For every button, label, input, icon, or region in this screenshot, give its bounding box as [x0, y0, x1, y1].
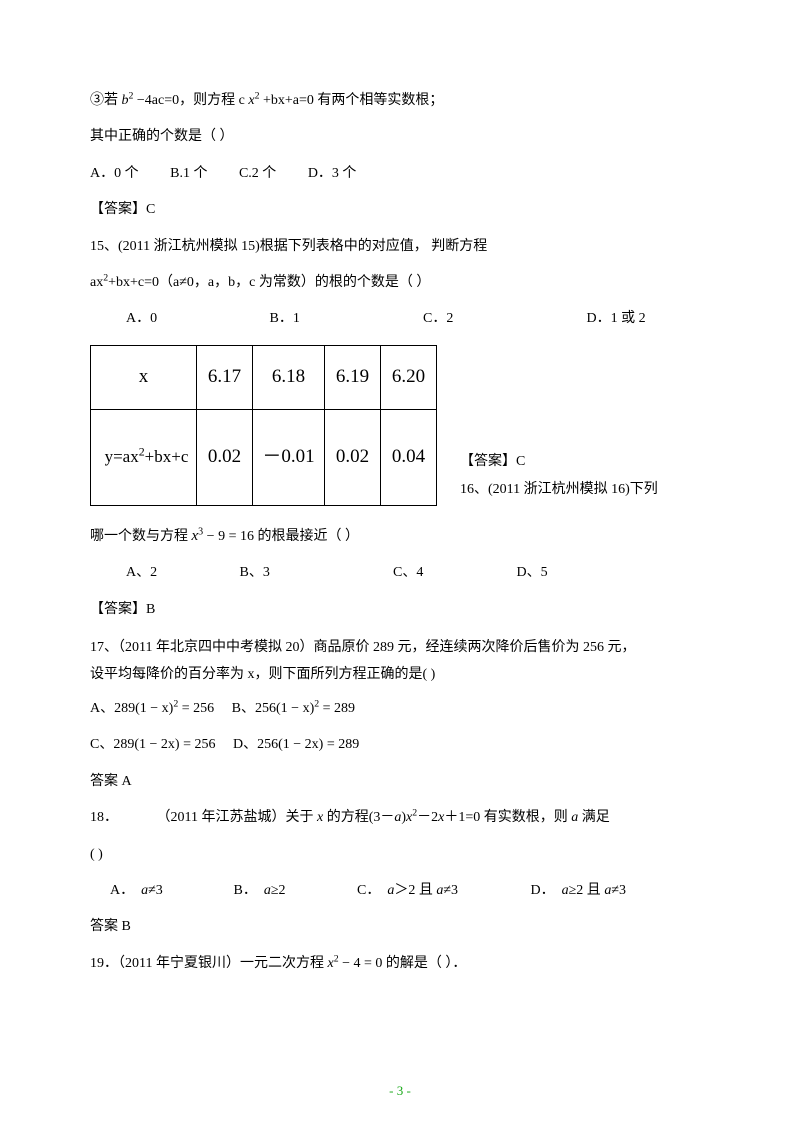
q18-opt-b: B． a≥2	[234, 880, 354, 902]
q15-opt-c: C．2	[423, 308, 583, 330]
q17-opts-row2: C、289(1 − 2x) = 256 D、256(1 − 2x) = 289	[90, 734, 710, 756]
table-h4: 6.20	[381, 345, 437, 409]
q18-opt-d: D． a≥2 且 a≠3	[531, 880, 627, 902]
q18-options: A． a≠3 B． a≥2 C． a＞2 且 a≠3 D． a≥2 且 a≠3	[90, 880, 710, 902]
table-r4: 0.04	[381, 409, 437, 505]
table-h1: 6.17	[197, 345, 253, 409]
q17-opt-a: A、289(1 − x)2 = 256	[90, 701, 214, 716]
q16-answer: 【答案】B	[90, 599, 710, 621]
q18-stem: 18． （2011 年江苏盐城）关于 x 的方程(3－a)x2－2x＋1=0 有…	[90, 807, 710, 829]
q18-paren: ( )	[90, 844, 710, 866]
q15-stem1: 15、(2011 浙江杭州模拟 15)根据下列表格中的对应值， 判断方程	[90, 236, 710, 258]
q16-opt-d: D、5	[517, 562, 548, 584]
q14-opt-d: D．3 个	[308, 163, 357, 185]
q14-answer: 【答案】C	[90, 199, 710, 221]
q15-stem2: ax2+bx+c=0（a≠0，a，b，c 为常数）的根的个数是（ ）	[90, 272, 710, 294]
q15-side-text: 【答案】C 16、(2011 浙江杭州模拟 16)下列	[460, 448, 658, 504]
q15-opt-d: D．1 或 2	[587, 308, 646, 330]
q16-lead: 16、(2011 浙江杭州模拟 16)下列	[460, 476, 658, 504]
q16-opt-c: C、4	[393, 562, 513, 584]
q14-statement3: ③若 b2 −4ac=0，则方程 c x2 +bx+a=0 有两个相等实数根；	[90, 90, 710, 112]
q16-stem: 哪一个数与方程 x3 − 9 = 16 的根最接近（ ）	[90, 524, 710, 548]
q14-count-prompt: 其中正确的个数是（ ）	[90, 126, 710, 148]
q14-opt-b: B.1 个	[170, 163, 207, 185]
q17-opts-row1: A、289(1 − x)2 = 256 B、256(1 − x)2 = 289	[90, 698, 710, 720]
q18-opt-c: C． a＞2 且 a≠3	[357, 880, 527, 902]
q16-opt-b: B、3	[240, 562, 390, 584]
q18-answer: 答案 B	[90, 916, 710, 938]
q14-options: A．0 个 B.1 个 C.2 个 D．3 个	[90, 163, 710, 185]
table-r2: －0.01	[253, 409, 325, 505]
q18-opt-a: A． a≠3	[110, 880, 230, 902]
q14-opt-a: A．0 个	[90, 163, 139, 185]
q17-opt-d: D、256(1 − 2x) = 289	[233, 737, 359, 752]
q17-answer: 答案 A	[90, 771, 710, 793]
q15-answer: 【答案】C	[460, 448, 658, 476]
q17-stem: 17、（2011 年北京四中中考模拟 20）商品原价 289 元，经连续两次降价…	[90, 635, 710, 688]
q16-options: A、2 B、3 C、4 D、5	[90, 562, 710, 584]
q17-opt-c: C、289(1 − 2x) = 256	[90, 737, 215, 752]
table-h0: x	[91, 345, 197, 409]
table-h2: 6.18	[253, 345, 325, 409]
table-r0: y=ax2+bx+c	[91, 409, 197, 505]
table-h3: 6.19	[325, 345, 381, 409]
q15-opt-a: A．0	[126, 308, 266, 330]
page-number: - 3 -	[0, 1081, 800, 1102]
q15-opt-b: B．1	[270, 308, 420, 330]
table-r1: 0.02	[197, 409, 253, 505]
q19-stem: 19．（2011 年宁夏银川）一元二次方程 x2 − 4 = 0 的解是（ ）．	[90, 953, 710, 975]
table-r3: 0.02	[325, 409, 381, 505]
q14-opt-c: C.2 个	[239, 163, 276, 185]
q17-opt-b: B、256(1 − x)2 = 289	[232, 701, 355, 716]
q16-opt-a: A、2	[126, 562, 236, 584]
q15-options: A．0 B．1 C．2 D．1 或 2	[90, 308, 710, 330]
